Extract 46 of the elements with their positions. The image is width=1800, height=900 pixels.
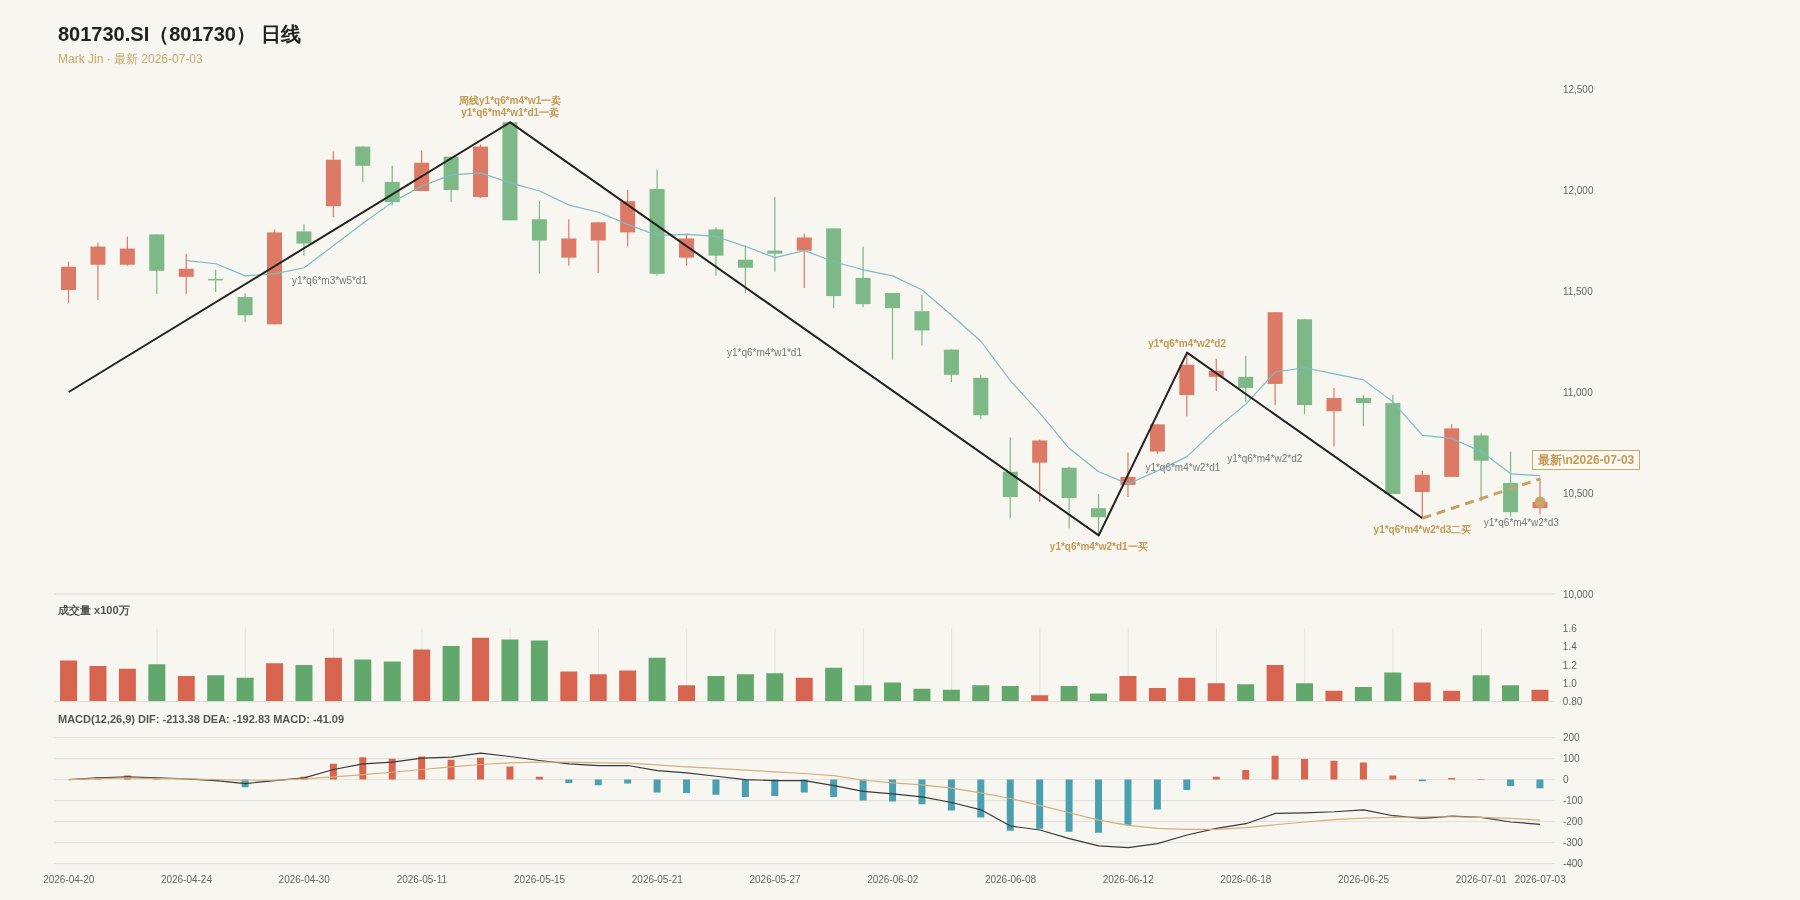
y-tick-label: 1.4 bbox=[1562, 641, 1578, 653]
annotation: y1*q6*m3*w5*d1 bbox=[291, 275, 367, 288]
x-tick-label: 2026-06-25 bbox=[1338, 873, 1390, 885]
y-tick-label: -400 bbox=[1562, 858, 1584, 870]
annotation: y1*q6*m4*w1*d1一卖 bbox=[461, 107, 560, 120]
annotation: y1*q6*m4*w1*d1 bbox=[726, 346, 802, 359]
chart-title: 801730.SI（801730） 日线 bbox=[58, 22, 302, 46]
x-tick-label: 2026-05-15 bbox=[514, 873, 566, 885]
y-tick-label: 10,500 bbox=[1562, 487, 1594, 499]
y-tick-label: -300 bbox=[1562, 837, 1584, 849]
annotation: y1*q6*m4*w2*d2 bbox=[1227, 453, 1303, 466]
annotation: y1*q6*m4*w2*d3二买 bbox=[1373, 524, 1472, 537]
x-tick-label: 2026-04-30 bbox=[278, 873, 331, 885]
chart-title: 成交量 x100万 bbox=[58, 604, 130, 618]
y-tick-label: 1.0 bbox=[1562, 677, 1578, 689]
y-tick-label: 12,000 bbox=[1562, 184, 1594, 196]
chart-subtitle: Mark Jin · 最新 2026-07-03 bbox=[58, 52, 203, 67]
x-tick-label: 2026-04-24 bbox=[160, 873, 213, 885]
x-tick-label: 2026-05-21 bbox=[631, 873, 684, 885]
y-tick-label: 12,500 bbox=[1562, 83, 1594, 95]
y-tick-label: 200 bbox=[1562, 732, 1580, 744]
y-tick-label: 0.80 bbox=[1562, 696, 1583, 708]
y-tick-label: 1.6 bbox=[1562, 623, 1578, 635]
annotation: y1*q6*m4*w2*d1一买 bbox=[1049, 541, 1148, 554]
x-tick-label: 2026-06-12 bbox=[1102, 873, 1155, 885]
annotation: y1*q6*m4*w2*d2 bbox=[1148, 337, 1226, 350]
y-tick-label: 0 bbox=[1562, 774, 1569, 786]
y-tick-label: -200 bbox=[1562, 816, 1584, 828]
y-tick-label: 11,500 bbox=[1562, 285, 1594, 297]
y-tick-label: 100 bbox=[1562, 753, 1580, 765]
x-tick-label: 2026-07-01 bbox=[1455, 873, 1508, 885]
chart-title: MACD(12,26,9) DIF: -213.38 DEA: -192.83 MACD: -41.09 bbox=[58, 713, 345, 727]
annotation: y1*q6*m4*w2*d3 bbox=[1483, 516, 1559, 529]
y-tick-label: 10,000 bbox=[1562, 588, 1594, 600]
x-tick-label: 2026-05-11 bbox=[396, 873, 448, 885]
x-tick-label: 2026-05-27 bbox=[749, 873, 802, 885]
x-tick-label: 2026-06-08 bbox=[984, 873, 1037, 885]
y-tick-label: -100 bbox=[1562, 795, 1584, 807]
x-tick-label: 2026-04-20 bbox=[43, 873, 95, 885]
y-tick-label: 11,000 bbox=[1562, 386, 1594, 398]
x-tick-label: 2026-07-03 bbox=[1514, 873, 1567, 885]
annotation: 最新\n2026-07-03 bbox=[1532, 450, 1641, 471]
y-tick-label: 1.2 bbox=[1562, 659, 1578, 671]
annotation: 周线y1*q6*m4*w1一卖 bbox=[459, 95, 562, 107]
x-tick-label: 2026-06-18 bbox=[1220, 873, 1272, 885]
x-tick-label: 2026-06-02 bbox=[867, 873, 919, 885]
